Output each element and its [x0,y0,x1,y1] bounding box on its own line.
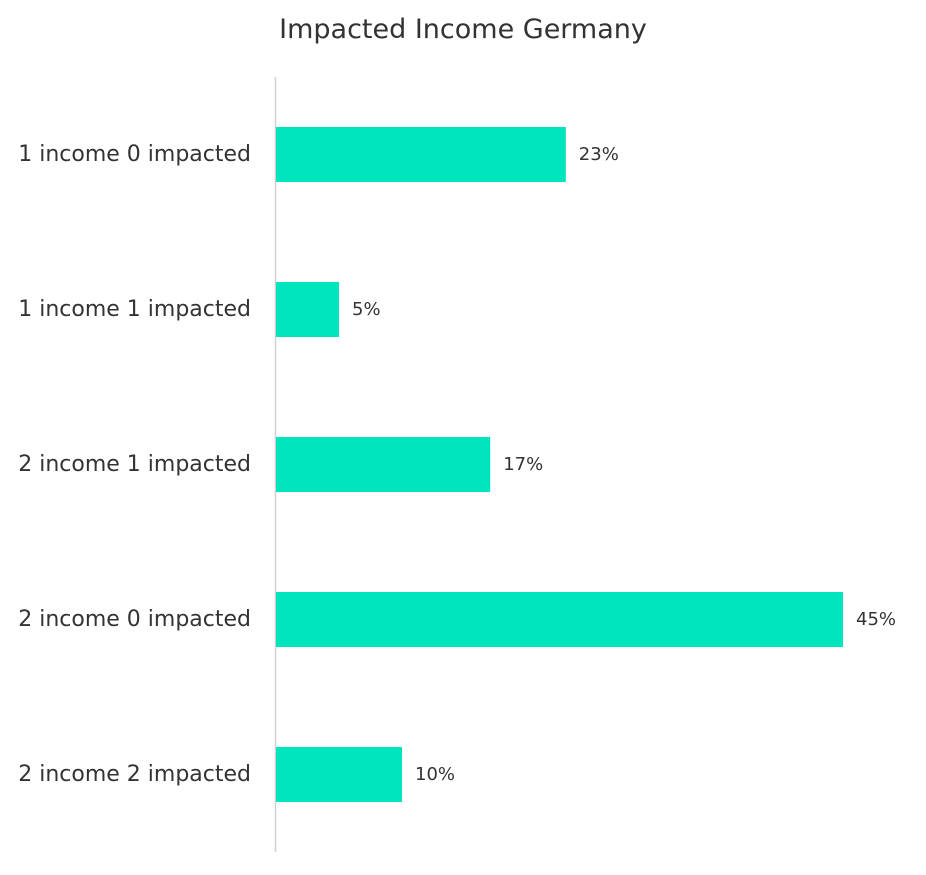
value-labels: 23% 5% 17% 45% 10% [352,144,896,785]
category-label: 2 income 2 impacted [18,762,251,787]
value-label: 45% [856,609,896,630]
bar [276,437,491,492]
value-label: 5% [352,299,381,320]
bars-group [276,127,843,802]
chart-title: Impacted Income Germany [279,14,647,45]
value-label: 10% [415,764,455,785]
bar [276,592,843,647]
category-label: 2 income 0 impacted [18,607,251,632]
category-labels: 1 income 0 impacted 1 income 1 impacted 2 … [18,142,251,787]
value-label: 23% [579,144,619,165]
bar [276,127,566,182]
bar [276,747,402,802]
category-label: 2 income 1 impacted [18,452,251,477]
value-label: 17% [503,454,543,475]
category-label: 1 income 1 impacted [18,297,251,322]
category-label: 1 income 0 impacted [18,142,251,167]
bar [276,282,339,337]
